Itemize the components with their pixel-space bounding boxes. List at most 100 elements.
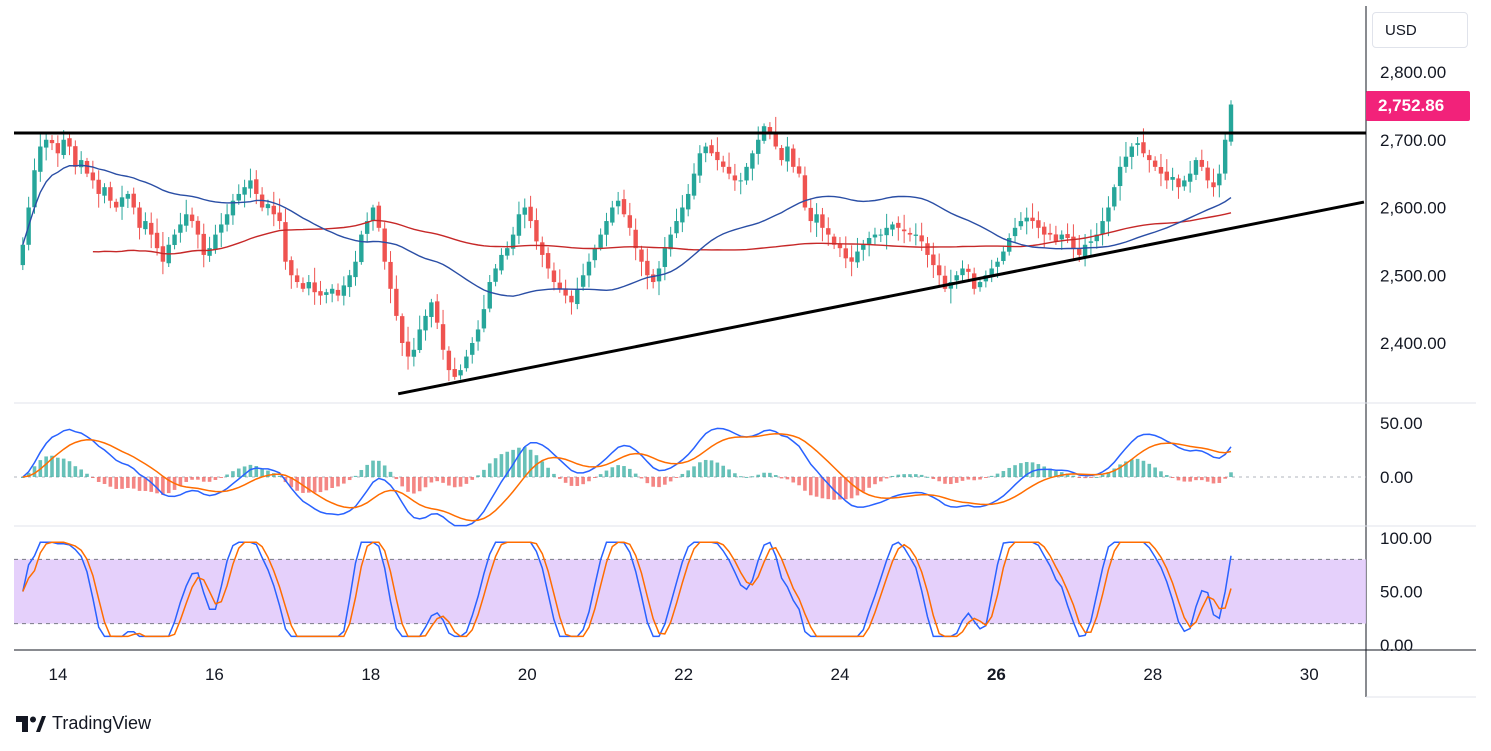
macd-hist-bar [733, 473, 737, 477]
price-axis-labels: 2,400.00 2,500.00 2,600.00 2,700.00 2,800.00… [1380, 63, 1446, 655]
ascending-trendline [397, 200, 1365, 396]
currency-label: USD [1385, 22, 1417, 39]
macd-hist-bar [435, 477, 440, 482]
candle-body [353, 261, 358, 278]
candle-body [715, 151, 720, 161]
candle-body [119, 197, 125, 207]
macd-hist-bar [803, 477, 807, 491]
candle-body [668, 234, 673, 250]
candle-body [265, 204, 271, 209]
macd-hist-bar [1112, 468, 1117, 477]
macd-hist-bar [336, 477, 340, 487]
macd-hist-bar [587, 477, 591, 482]
macd-hist-bar [1106, 472, 1111, 477]
candle-body [1217, 173, 1222, 186]
macd-hist-bar [552, 473, 556, 477]
candle-body [184, 214, 189, 226]
candle-body [388, 261, 393, 289]
tradingview-logo[interactable]: TradingView [16, 713, 151, 734]
macd-hist-bar [1077, 477, 1082, 478]
macd-hist-bar [371, 460, 375, 477]
candle-body [149, 222, 154, 235]
candle-body [464, 356, 469, 369]
macd-hist-bar [114, 477, 118, 489]
candle-body [1007, 237, 1012, 252]
macd-hist-bar [50, 455, 54, 477]
macd-hist-bar [505, 451, 510, 477]
candle-body [67, 138, 72, 147]
candle-body [300, 283, 306, 289]
macd-hist-bar [1089, 477, 1093, 478]
candle-body [971, 273, 977, 289]
candle-body [1106, 207, 1111, 222]
candle-body [662, 248, 668, 267]
macd-hist-bar [703, 459, 708, 477]
macd-hist-bar [347, 477, 352, 481]
candle-body [38, 146, 43, 172]
macd-hist-bar [312, 477, 317, 493]
macd-hist-bar [417, 477, 422, 492]
candle-body [685, 193, 691, 210]
candle-body [1205, 167, 1210, 181]
macd-hist-bar [622, 466, 626, 477]
macd-hist-bar [470, 477, 475, 480]
macd-hist-bar [657, 477, 661, 488]
stoch-tick-label: 100.00 [1380, 529, 1432, 548]
macd-hist-bar [633, 473, 638, 477]
candle-body [294, 275, 300, 283]
candle-body [125, 193, 131, 199]
macd-hist-bar [995, 473, 1000, 477]
candle-body [977, 282, 983, 288]
candle-body [1199, 159, 1205, 167]
candle-body [808, 207, 813, 222]
macd-hist-bar [797, 477, 801, 486]
time-tick-label: 14 [49, 665, 68, 684]
macd-hist-bar [184, 477, 189, 482]
macd-hist-bar [902, 474, 906, 477]
macd-hist-bar [26, 472, 31, 477]
candle-body [137, 207, 142, 228]
candle-body [1100, 221, 1105, 234]
candle-body [1059, 234, 1064, 240]
macd-hist-bar [861, 477, 866, 492]
candle-body [230, 200, 236, 216]
candle-body [773, 131, 778, 147]
macd-hist-bar [207, 477, 212, 482]
macd-hist-bar [149, 477, 154, 492]
candle-body [446, 350, 452, 371]
candle-body [890, 224, 895, 230]
macd-hist-bar [972, 477, 976, 481]
macd-hist-bar [32, 466, 37, 477]
macd-hist-bar [225, 474, 229, 477]
macd-hist-bar [680, 473, 685, 477]
macd-hist-bar [161, 477, 165, 495]
macd-hist-bar [307, 477, 311, 493]
candle-body [756, 139, 761, 154]
macd-hist-bar [914, 474, 918, 477]
macd-hist-bar [429, 477, 434, 483]
macd-hist-bar [919, 474, 924, 477]
stoch-tick-label: 0.00 [1380, 636, 1413, 655]
candle-body [551, 270, 557, 283]
candle-body [324, 292, 329, 295]
candle-body [224, 214, 230, 225]
last-price-value: 2,752.86 [1378, 96, 1445, 115]
tradingview-logo-icon [16, 715, 46, 732]
macd-hist-bar [143, 477, 148, 491]
candles-layer [20, 100, 1234, 382]
macd-hist-bar [342, 477, 346, 484]
candle-body [470, 343, 475, 355]
candle-body [1135, 143, 1140, 145]
candle-body [189, 214, 195, 222]
candle-body [411, 349, 417, 357]
candle-body [866, 237, 872, 244]
macd-hist-bar [925, 476, 930, 478]
macd-hist-bar [91, 477, 95, 478]
candle-body [108, 187, 113, 201]
macd-hist-bar [447, 477, 451, 486]
macd-hist-bar [318, 477, 323, 493]
candle-body [341, 285, 347, 296]
currency-selector[interactable]: USD [1372, 12, 1468, 48]
candle-body [1065, 234, 1070, 238]
